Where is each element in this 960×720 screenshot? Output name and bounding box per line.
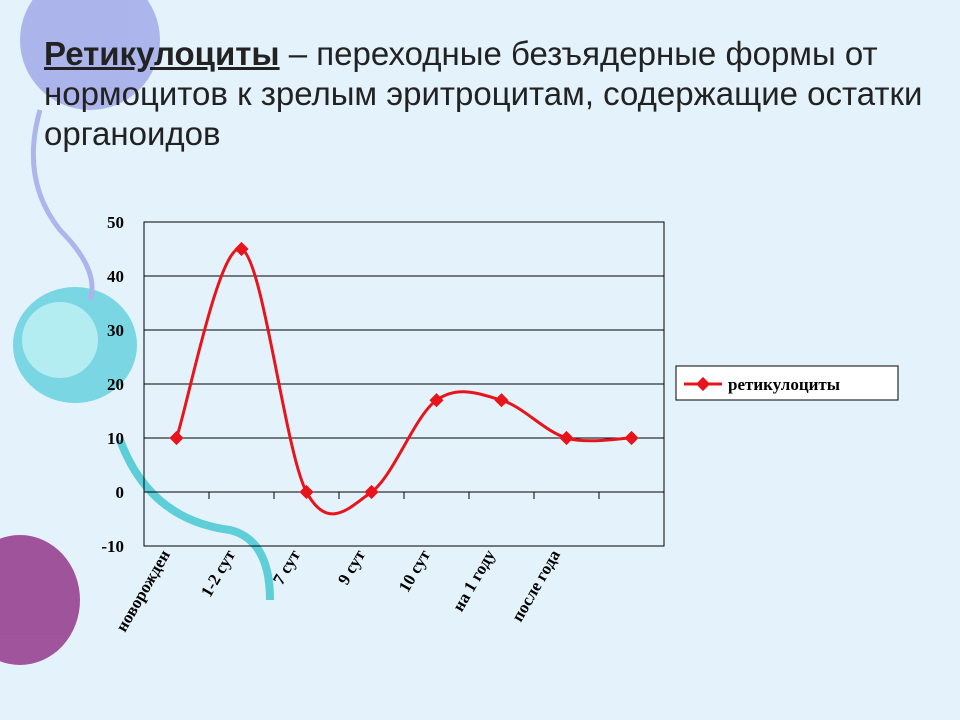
y-tick-label: 50 — [107, 213, 124, 232]
x-tick-label: 1-2 сут — [197, 546, 239, 600]
legend-label: ретикулоциты — [728, 375, 840, 394]
data-point — [494, 393, 509, 408]
legend: ретикулоциты — [675, 365, 899, 401]
x-tick-label: 10 сут — [395, 546, 434, 595]
data-point — [429, 393, 444, 408]
data-point — [234, 241, 249, 257]
data-point — [364, 484, 379, 500]
y-tick-label: 10 — [107, 429, 124, 448]
title-term: Ретикулоциты — [44, 35, 280, 72]
x-tick-label: 7 сут — [269, 546, 304, 588]
title-text: – переходные безъядерные формы от нормоц… — [44, 35, 923, 152]
x-tick-label: после года — [508, 546, 564, 625]
slide-title: Ретикулоциты – переходные безъядерные фо… — [44, 34, 924, 154]
y-tick-label: 0 — [116, 483, 125, 502]
legend-marker — [695, 376, 711, 392]
x-tick-label: на 1 году — [449, 546, 500, 615]
x-tick-label: новорожден — [112, 546, 174, 635]
data-point — [559, 430, 574, 446]
data-point — [169, 430, 184, 446]
y-tick-label: 30 — [107, 321, 124, 340]
decoration — [0, 0, 274, 665]
y-tick-label: 40 — [107, 267, 124, 286]
x-tick-label: 9 сут — [334, 546, 369, 588]
data-point — [299, 484, 314, 500]
y-tick-label: 20 — [107, 375, 124, 394]
y-tick-label: -10 — [101, 537, 124, 556]
data-point — [624, 430, 639, 446]
series-line — [175, 247, 632, 516]
